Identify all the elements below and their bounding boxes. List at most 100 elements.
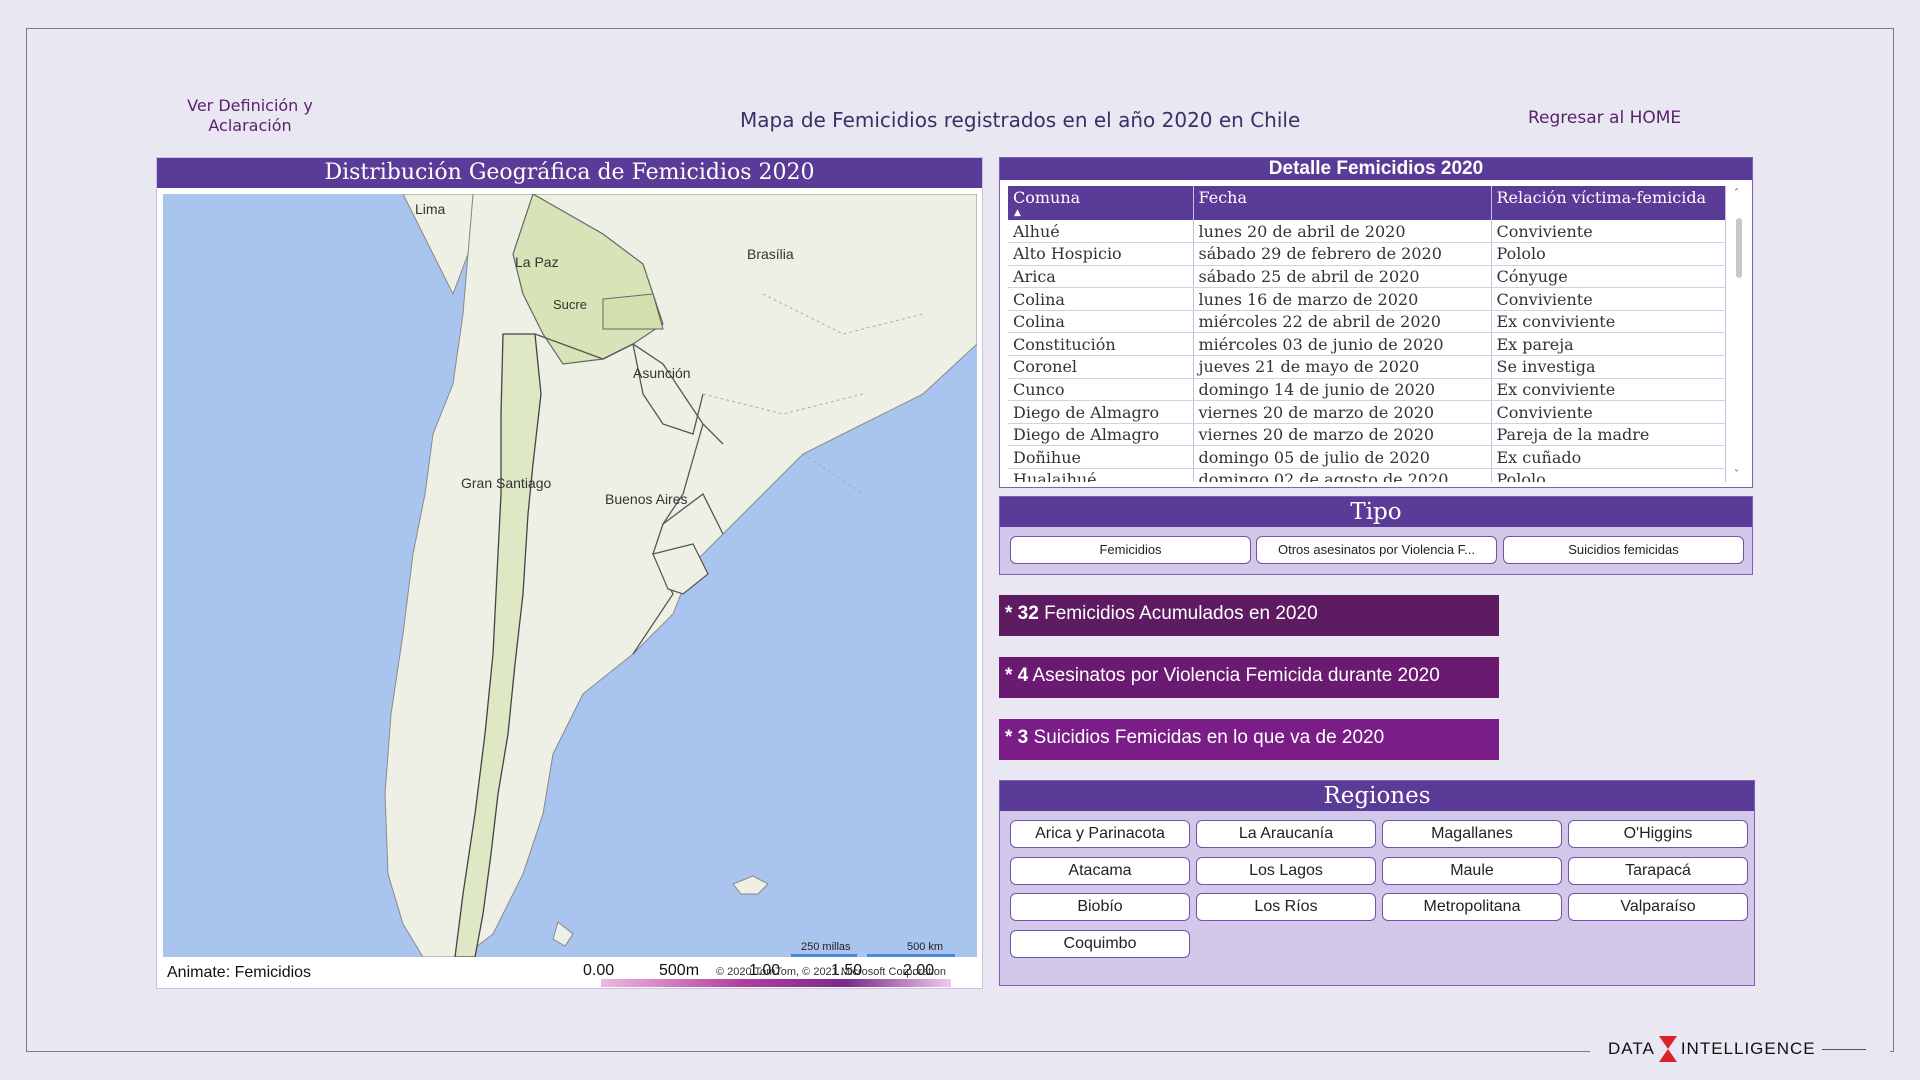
tipo-suicidios-button[interactable]: Suicidios femicidas	[1503, 536, 1744, 564]
cell-relacion: Pololo	[1491, 468, 1726, 482]
animate-tick: 1.00	[749, 962, 781, 979]
cell-comuna: Diego de Almagro	[1008, 400, 1194, 424]
scroll-down-icon[interactable]: ˅	[1734, 469, 1739, 480]
scroll-up-icon[interactable]: ˄	[1734, 188, 1739, 199]
cell-relacion: Pareja de la madre	[1491, 423, 1726, 447]
home-link[interactable]: Regresar al HOME	[1528, 108, 1682, 128]
dashboard-frame	[26, 28, 1894, 1052]
logo-underline	[1821, 1048, 1866, 1050]
cell-fecha: miércoles 22 de abril de 2020	[1193, 310, 1492, 334]
scale-km-label: 500 km	[907, 941, 944, 953]
table-row[interactable]: Cunco domingo 14 de junio de 2020 Ex convi…	[1008, 378, 1726, 402]
south-america-map	[384, 194, 977, 957]
column-header-relacion[interactable]: Relación víctima-femicida	[1491, 186, 1726, 220]
regiones-slicer: Regiones Arica y Parinacota La Araucanía M…	[999, 780, 1755, 986]
table-row[interactable]: Hualaihué domingo 02 de agosto de 2020 Pol…	[1008, 468, 1726, 482]
sort-ascending-icon: ▲	[1014, 208, 1021, 218]
table-row[interactable]: Constitución miércoles 03 de junio de 202…	[1008, 332, 1726, 357]
cell-relacion: Ex pareja	[1491, 332, 1726, 357]
region-button[interactable]: La Araucanía	[1196, 820, 1376, 848]
region-button[interactable]: Arica y Parinacota	[1010, 820, 1190, 848]
cell-relacion: Pololo	[1491, 242, 1726, 266]
cell-relacion: Ex cuñado	[1491, 445, 1726, 470]
cell-comuna: Alhué	[1008, 220, 1194, 244]
animate-tick: 500m	[659, 962, 700, 979]
detail-table-visual: Detalle Femicidios 2020 Comuna ▲ Fecha Re…	[999, 157, 1753, 488]
cell-relacion: Cónyuge	[1491, 265, 1726, 289]
data-intelligence-logo: DATA INTELLIGENCE	[1608, 1034, 1866, 1064]
table-row[interactable]: Colina miércoles 22 de abril de 2020 Ex co…	[1008, 310, 1726, 334]
detail-title: Detalle Femicidios 2020	[1000, 158, 1752, 180]
column-header-fecha[interactable]: Fecha	[1193, 186, 1492, 220]
map-label-buenos-aires: Buenos Aires	[605, 491, 688, 507]
cell-relacion: Ex conviviente	[1491, 378, 1726, 402]
region-button[interactable]: Biobío	[1010, 893, 1190, 921]
frame-gap	[1590, 1040, 1890, 1064]
cell-fecha: viernes 20 de marzo de 2020	[1193, 400, 1492, 424]
map-copyright: © 2020 TomTom, © 2021 Microsoft Corporat…	[716, 966, 947, 978]
animate-tick: 2.00	[903, 962, 935, 979]
table-scroll-area[interactable]: Comuna ▲ Fecha Relación víctima-femicida …	[1008, 186, 1726, 482]
table-row[interactable]: Arica sábado 25 de abril de 2020 Cónyuge	[1008, 265, 1726, 289]
table-row[interactable]: Diego de Almagro viernes 20 de marzo de 2…	[1008, 400, 1726, 424]
map-canvas[interactable]: Lima La Paz Brasília Sucre Asunción Gran…	[163, 194, 977, 957]
scroll-thumb[interactable]	[1736, 218, 1742, 278]
cell-comuna: Colina	[1008, 310, 1194, 334]
column-header-comuna[interactable]: Comuna ▲	[1008, 186, 1194, 220]
tipo-femicidios-button[interactable]: Femicidios	[1010, 536, 1251, 564]
map-label-la-paz: La Paz	[515, 254, 559, 270]
cell-fecha: lunes 20 de abril de 2020	[1193, 220, 1492, 244]
region-button[interactable]: Metropolitana	[1382, 893, 1562, 921]
definition-link[interactable]: Ver Definición y Aclaración	[187, 96, 313, 135]
cell-fecha: sábado 29 de febrero de 2020	[1193, 242, 1492, 266]
map-label-asuncion: Asunción	[633, 365, 691, 381]
region-button[interactable]: Los Lagos	[1196, 856, 1376, 885]
table-row[interactable]: Coronel jueves 21 de mayo de 2020 Se inves…	[1008, 355, 1726, 379]
scale-miles-label: 250 millas	[801, 941, 851, 953]
cell-relacion: Conviviente	[1491, 287, 1726, 311]
map-title: Distribución Geográfica de Femicidios 20…	[157, 158, 982, 188]
cell-comuna: Alto Hospicio	[1008, 242, 1194, 266]
cell-fecha: jueves 21 de mayo de 2020	[1193, 355, 1492, 379]
cell-comuna: Arica	[1008, 265, 1194, 289]
tipo-otros-asesinatos-button[interactable]: Otros asesinatos por Violencia F...	[1256, 536, 1497, 564]
cell-comuna: Cunco	[1008, 378, 1194, 402]
logo-x-icon	[1658, 1036, 1677, 1062]
regiones-title: Regiones	[1000, 781, 1754, 811]
cell-relacion: Se investiga	[1491, 355, 1726, 379]
region-button[interactable]: O'Higgins	[1568, 820, 1748, 848]
region-button[interactable]: Coquimbo	[1010, 929, 1190, 958]
animate-tick: 0.00	[583, 962, 615, 979]
table-row[interactable]: Diego de Almagro viernes 20 de marzo de 2…	[1008, 423, 1726, 447]
page-title: Mapa de Femicidios registrados en el año…	[740, 108, 1301, 132]
table-row[interactable]: Doñihue domingo 05 de julio de 2020 Ex cuñ…	[1008, 445, 1726, 470]
table-row[interactable]: Colina lunes 16 de marzo de 2020 Convivien…	[1008, 287, 1726, 311]
cell-fecha: viernes 20 de marzo de 2020	[1193, 423, 1492, 447]
region-button[interactable]: Tarapacá	[1568, 856, 1748, 885]
animate-label: Animate: Femicidios	[167, 964, 312, 981]
scale-km-bar	[867, 954, 955, 957]
cell-relacion: Conviviente	[1491, 220, 1726, 244]
table-scrollbar[interactable]: ˄ ˅	[1732, 188, 1746, 480]
detail-table: Comuna ▲ Fecha Relación víctima-femicida …	[1008, 186, 1726, 482]
map-label-brasilia: Brasília	[747, 246, 794, 262]
region-button[interactable]: Los Ríos	[1196, 893, 1376, 921]
logo-text-right: INTELLIGENCE	[1680, 1039, 1816, 1058]
animation-gradient[interactable]	[601, 979, 951, 987]
kpi-asesinatos: * 4 Asesinatos por Violencia Femicida du…	[999, 657, 1499, 698]
map-label-sucre: Sucre	[553, 297, 587, 312]
kpi-suicidios: * 3 Suicidios Femicidas en lo que va de …	[999, 719, 1499, 760]
region-button[interactable]: Magallanes	[1382, 820, 1562, 848]
table-row[interactable]: Alto Hospicio sábado 29 de febrero de 202…	[1008, 242, 1726, 266]
animation-bar[interactable]: Animate: Femicidios 0.00 500m 1.00 1.50 …	[163, 957, 977, 987]
cell-relacion: Conviviente	[1491, 400, 1726, 424]
scale-miles-bar	[791, 954, 857, 957]
tipo-title: Tipo	[1000, 497, 1752, 527]
table-row[interactable]: Alhué lunes 20 de abril de 2020 Convivient…	[1008, 220, 1726, 244]
region-button[interactable]: Valparaíso	[1568, 893, 1748, 921]
region-button[interactable]: Atacama	[1010, 856, 1190, 885]
cell-comuna: Coronel	[1008, 355, 1194, 379]
animate-tick: 1.50	[831, 962, 863, 979]
region-button[interactable]: Maule	[1382, 856, 1562, 885]
cell-fecha: miércoles 03 de junio de 2020	[1193, 332, 1492, 357]
